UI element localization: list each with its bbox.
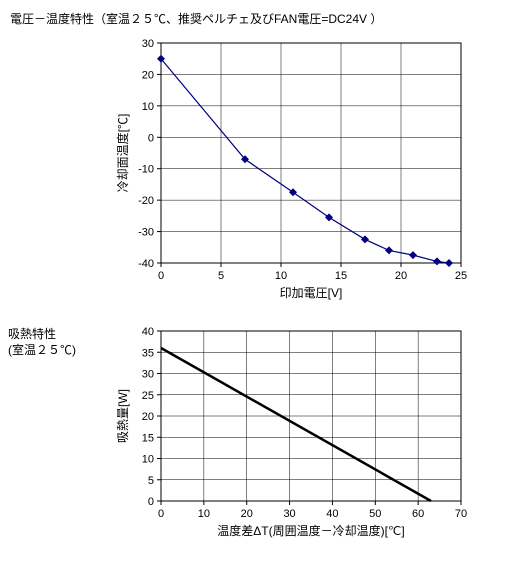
svg-text:-30: -30 <box>138 227 154 239</box>
svg-text:20: 20 <box>142 411 154 423</box>
chart-voltage-temp: 0 5 10 15 20 25 -40 -30 -20 -10 0 10 20 30 印加電圧[V] 冷却面温… <box>8 33 524 305</box>
svg-text:印加電圧[V]: 印加電圧[V] <box>280 286 343 300</box>
svg-text:20: 20 <box>395 270 407 282</box>
svg-text:-40: -40 <box>138 258 154 270</box>
svg-text:20: 20 <box>142 69 154 81</box>
svg-text:15: 15 <box>142 432 154 444</box>
svg-text:50: 50 <box>369 508 381 520</box>
svg-text:10: 10 <box>198 508 210 520</box>
svg-text:70: 70 <box>455 508 467 520</box>
svg-text:20: 20 <box>241 508 253 520</box>
svg-text:35: 35 <box>142 347 154 359</box>
chart-heat-absorption: 吸熱特性(室温２５℃) 0 10 20 30 40 50 60 70 0 5 10 15 20 25 30 3… <box>8 321 524 543</box>
svg-text:-10: -10 <box>138 164 154 176</box>
svg-text:40: 40 <box>326 508 338 520</box>
svg-text:冷却面温度[℃]: 冷却面温度[℃] <box>115 114 130 193</box>
page-title: 電圧－温度特性（室温２５℃、推奨ペルチェ及びFAN電圧=DC24V ） <box>10 10 524 27</box>
svg-text:5: 5 <box>218 270 224 282</box>
svg-text:吸熱量[W]: 吸熱量[W] <box>116 389 130 443</box>
svg-text:0: 0 <box>158 508 164 520</box>
svg-text:0: 0 <box>158 270 164 282</box>
svg-text:30: 30 <box>142 38 154 50</box>
chart2-plot: 0 10 20 30 40 50 60 70 0 5 10 15 20 25 30 35 40 温度差ΔT(周囲温… <box>113 321 491 543</box>
svg-text:5: 5 <box>148 475 154 487</box>
svg-text:25: 25 <box>142 390 154 402</box>
svg-text:0: 0 <box>148 132 154 144</box>
svg-text:40: 40 <box>142 326 154 338</box>
svg-text:温度差ΔT(周囲温度－冷却温度)[℃]: 温度差ΔT(周囲温度－冷却温度)[℃] <box>217 523 404 538</box>
svg-text:10: 10 <box>142 101 154 113</box>
svg-text:10: 10 <box>142 454 154 466</box>
svg-text:25: 25 <box>455 270 467 282</box>
chart1-plot: 0 5 10 15 20 25 -40 -30 -20 -10 0 10 20 30 印加電圧[V] 冷却面温… <box>113 33 491 305</box>
svg-text:30: 30 <box>142 369 154 381</box>
svg-text:15: 15 <box>335 270 347 282</box>
chart1-side-label <box>8 33 113 39</box>
svg-text:30: 30 <box>283 508 295 520</box>
svg-text:10: 10 <box>275 270 287 282</box>
svg-text:-20: -20 <box>138 195 154 207</box>
svg-text:60: 60 <box>412 508 424 520</box>
chart2-side-label: 吸熱特性(室温２５℃) <box>8 321 113 358</box>
svg-text:0: 0 <box>148 496 154 508</box>
